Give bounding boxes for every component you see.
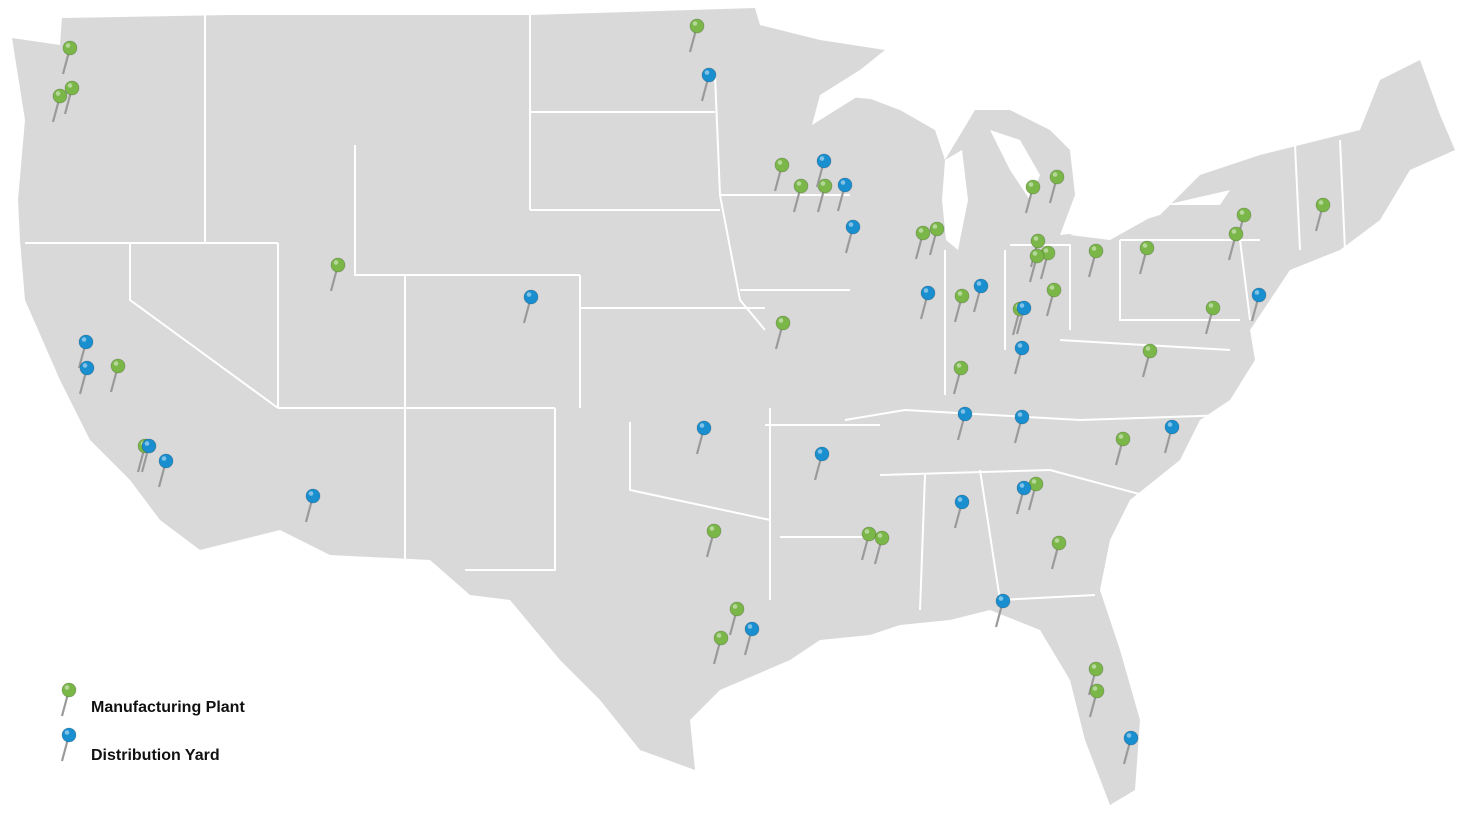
manufacturing-pin-tx bbox=[705, 523, 722, 558]
distribution-pin-co bbox=[522, 289, 539, 324]
distribution-pin-tx bbox=[743, 621, 760, 656]
manufacturing-pin-oh bbox=[1039, 245, 1056, 280]
state-border bbox=[465, 408, 556, 571]
distribution-pin-tn bbox=[1013, 409, 1030, 444]
manufacturing-pin-md bbox=[1204, 300, 1221, 335]
state-border bbox=[1059, 339, 1231, 351]
distribution-pin-al bbox=[953, 494, 970, 529]
legend-distribution-label: Distribution Yard bbox=[91, 747, 220, 764]
lake bbox=[830, 75, 960, 120]
state-border bbox=[714, 74, 766, 331]
manufacturing-pin-fl bbox=[1088, 683, 1105, 718]
manufacturing-pin-ut bbox=[329, 257, 346, 292]
distribution-pin-tn bbox=[956, 406, 973, 441]
manufacturing-pin-mi bbox=[1048, 169, 1065, 204]
distribution-pin-wi bbox=[815, 153, 832, 188]
lake bbox=[1070, 210, 1160, 240]
state-border bbox=[129, 243, 279, 409]
manufacturing-pin-wa bbox=[51, 88, 68, 123]
manufacturing-pin-mi bbox=[1024, 179, 1041, 214]
state-border bbox=[979, 469, 1001, 601]
distribution-pin-ca bbox=[157, 453, 174, 488]
manufacturing-pin-ga bbox=[1050, 535, 1067, 570]
lake bbox=[1165, 190, 1230, 205]
manufacturing-pin-ms bbox=[860, 526, 877, 561]
distribution-pin-fl bbox=[994, 593, 1011, 628]
distribution-pin-il bbox=[919, 285, 936, 320]
state-border bbox=[879, 468, 1181, 506]
manufacturing-pin-ga bbox=[1027, 476, 1044, 511]
state-borders bbox=[25, 15, 1346, 611]
distribution-pin-nc bbox=[1163, 419, 1180, 454]
legend-distribution-pin-icon bbox=[60, 727, 77, 762]
manufacturing-pin-nh bbox=[1314, 197, 1331, 232]
manufacturing-pin-tx bbox=[728, 601, 745, 636]
manufacturing-pin-nc bbox=[1114, 431, 1131, 466]
state-border bbox=[629, 422, 771, 521]
pins-layer bbox=[51, 18, 1331, 765]
manufacturing-pin-oh bbox=[1045, 282, 1062, 317]
state-border bbox=[844, 408, 1231, 422]
legend-manufacturing-label: Manufacturing Plant bbox=[91, 699, 245, 716]
distribution-pin-wi bbox=[836, 177, 853, 212]
state-border bbox=[1239, 239, 1251, 321]
manufacturing-pin-mn bbox=[688, 18, 705, 53]
distribution-pin-ca bbox=[77, 334, 94, 369]
legend-pins bbox=[60, 682, 77, 762]
manufacturing-pin-oh bbox=[1028, 248, 1045, 283]
distribution-pin-fl bbox=[1122, 730, 1139, 765]
state-border bbox=[1339, 139, 1346, 251]
manufacturing-pin-ny bbox=[1227, 226, 1244, 261]
distribution-pin-ar bbox=[813, 446, 830, 481]
manufacturing-pin-ca bbox=[109, 358, 126, 393]
great-lakes bbox=[830, 75, 1230, 250]
manufacturing-pin-oh bbox=[1087, 243, 1104, 278]
distribution-pin-ca bbox=[140, 438, 157, 473]
distribution-pin-mn bbox=[700, 67, 717, 102]
manufacturing-pin-il bbox=[928, 221, 945, 256]
distribution-pin-ia bbox=[844, 219, 861, 254]
legend-manufacturing-pin-icon bbox=[60, 682, 77, 717]
manufacturing-pin-in bbox=[952, 360, 969, 395]
state-border bbox=[354, 145, 580, 276]
manufacturing-pin-wa bbox=[61, 40, 78, 75]
state-border bbox=[1119, 240, 1240, 321]
lake bbox=[942, 150, 968, 250]
manufacturing-pin-tx bbox=[712, 630, 729, 665]
manufacturing-pin-ia bbox=[792, 178, 809, 213]
distribution-pin-oh bbox=[1015, 300, 1032, 335]
lake bbox=[990, 130, 1040, 200]
manufacturing-pin-ms bbox=[873, 530, 890, 565]
manufacturing-pin-ia bbox=[773, 157, 790, 192]
distribution-pin-ga bbox=[1015, 480, 1032, 515]
distribution-pin-ky bbox=[1013, 340, 1030, 375]
manufacturing-pin-in bbox=[953, 288, 970, 323]
distribution-pin-nj bbox=[1250, 287, 1267, 322]
distribution-pin-az bbox=[304, 488, 321, 523]
manufacturing-pin-wa bbox=[63, 80, 80, 115]
manufacturing-pin-il bbox=[914, 225, 931, 260]
manufacturing-pin-va bbox=[1141, 343, 1158, 378]
state-border bbox=[919, 474, 926, 611]
manufacturing-pin-pa bbox=[1138, 240, 1155, 275]
distribution-pin-in bbox=[972, 278, 989, 313]
state-border bbox=[999, 594, 1096, 601]
state-border bbox=[1294, 144, 1301, 251]
distribution-pin-ca bbox=[78, 360, 95, 395]
manufacturing-pin-mo bbox=[774, 315, 791, 350]
distribution-pin-ok bbox=[695, 420, 712, 455]
state-border bbox=[1010, 244, 1071, 330]
us-land bbox=[12, 8, 1455, 805]
